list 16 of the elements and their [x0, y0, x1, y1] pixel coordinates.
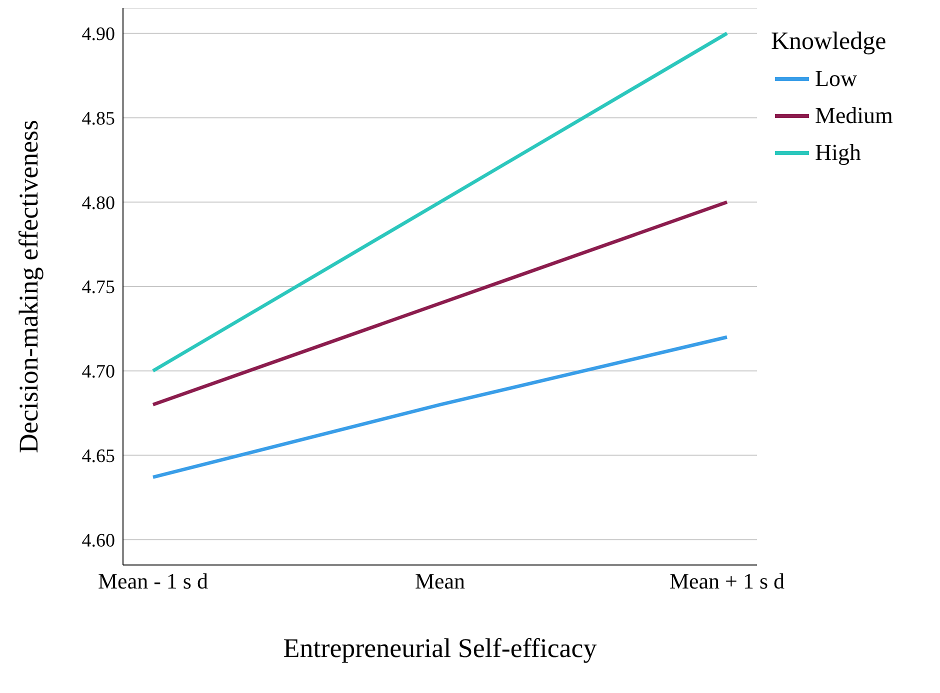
x-tick-label: Mean + 1 s d	[669, 568, 785, 594]
x-tick-label: Mean - 1 s d	[98, 568, 208, 594]
legend-label: High	[815, 140, 861, 166]
y-tick-label: 4.85	[82, 108, 115, 130]
y-tick-label: 4.90	[82, 24, 115, 46]
y-tick-label: 4.75	[82, 277, 115, 298]
x-axis-title: Entrepreneurial Self-efficacy	[283, 633, 598, 663]
y-axis-title: Decision-making effectiveness	[14, 120, 44, 454]
y-tick-label: 4.60	[82, 530, 115, 552]
legend-label: Medium	[815, 102, 893, 128]
legend-title: Knowledge	[771, 28, 888, 56]
y-tick-label: 4.80	[82, 192, 115, 214]
y-tick-label: 4.70	[82, 362, 115, 383]
y-tick-label: 4.65	[82, 446, 115, 468]
x-tick-label: Mean	[414, 568, 466, 594]
legend-label: Low	[815, 66, 858, 92]
